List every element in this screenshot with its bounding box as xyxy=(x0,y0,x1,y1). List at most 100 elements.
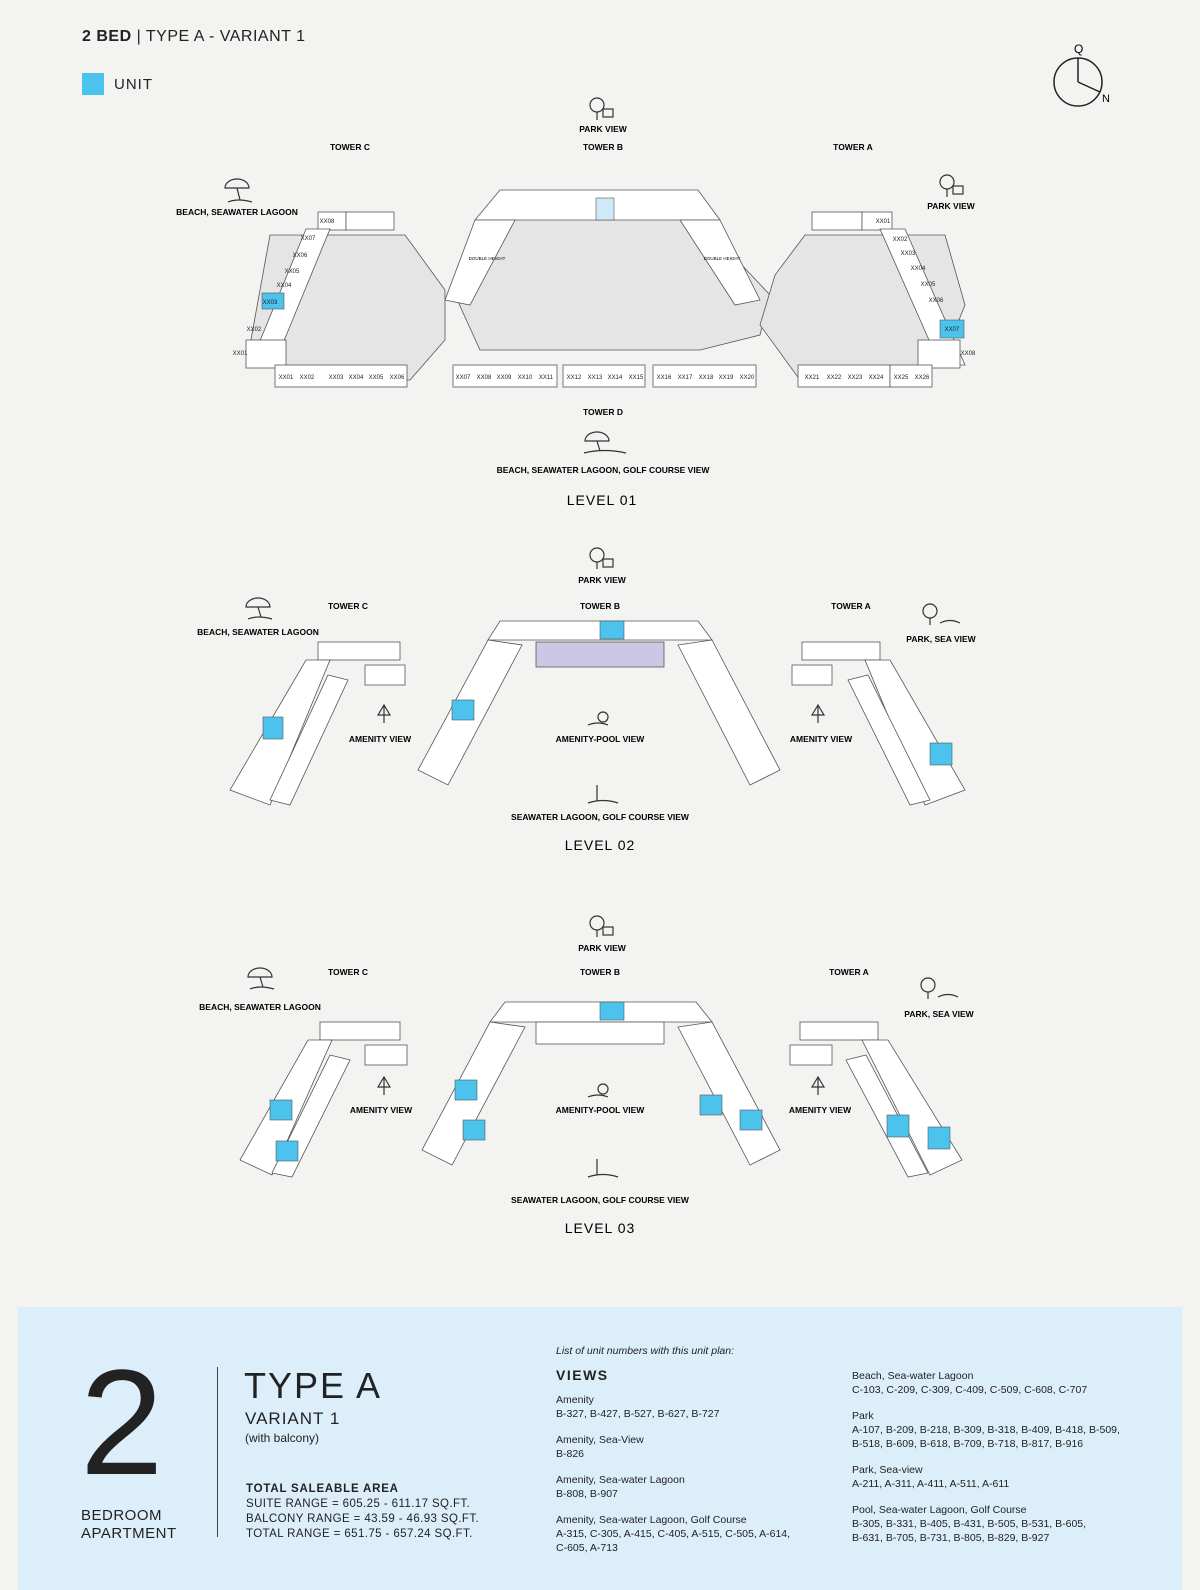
tree-icon xyxy=(589,915,614,937)
unit-variant: VARIANT 1 xyxy=(245,1409,341,1428)
view-label: PARK VIEW xyxy=(578,575,627,585)
view-label: AMENITY VIEW xyxy=(349,734,412,744)
svg-text:XX24: XX24 xyxy=(869,375,884,381)
view-group-units: B-518, B-609, B-618, B-709, B-718, B-817… xyxy=(852,1438,1084,1450)
unit-highlight xyxy=(939,319,965,339)
pool-icon xyxy=(587,711,609,726)
balcony-note: (with balcony) xyxy=(245,1431,320,1445)
unit-number: XX02 xyxy=(893,237,908,243)
unit-number: XX08 xyxy=(961,351,976,357)
unit-highlight xyxy=(739,1109,763,1131)
compass-q: Q xyxy=(1074,42,1083,56)
view-label: AMENITY VIEW xyxy=(350,1105,413,1115)
view-group-units: B-631, B-705, B-731, B-805, B-829, B-927 xyxy=(852,1532,1050,1544)
svg-text:XX10: XX10 xyxy=(518,375,533,381)
view-group-label: Park xyxy=(852,1410,874,1422)
view-label: PARK VIEW xyxy=(927,201,976,211)
unit-number: XX05 xyxy=(285,269,300,275)
bed-line-2: APARTMENT xyxy=(81,1525,177,1542)
list-note: List of unit numbers with this unit plan… xyxy=(556,1345,735,1357)
level-02-plan: PARK VIEW TOWER C TOWER B TOWER A BEACH,… xyxy=(197,547,977,853)
bed-label: 2 BED xyxy=(82,28,132,45)
tree-icon xyxy=(939,174,964,197)
unit-number: XX02 xyxy=(247,327,262,333)
svg-text:XX23: XX23 xyxy=(848,375,863,381)
tower-label: TOWER B xyxy=(580,967,620,977)
beach-icon xyxy=(247,967,275,990)
unit-number: XX06 xyxy=(293,253,308,259)
svg-text:XX21: XX21 xyxy=(805,375,820,381)
tower-c-wing xyxy=(245,211,395,369)
compass-icon: Q N xyxy=(1053,42,1110,107)
view-label: BEACH, SEAWATER LAGOON xyxy=(197,627,319,637)
view-group-label: Amenity, Sea-View xyxy=(556,1434,644,1446)
tower-label: TOWER C xyxy=(328,601,368,611)
compass-n: N xyxy=(1102,93,1110,105)
unit-highlight xyxy=(599,1001,625,1021)
unit-highlight xyxy=(269,1099,293,1121)
bedroom-count: 2 xyxy=(80,1338,164,1506)
unit-number: XX06 xyxy=(929,298,944,304)
svg-text:XX08: XX08 xyxy=(477,375,492,381)
saleable-area: TOTAL SALEABLE AREA SUITE RANGE = 605.25… xyxy=(246,1482,479,1542)
view-group-label: Park, Sea-view xyxy=(852,1464,923,1476)
balcony-range: BALCONY RANGE = 43.59 - 46.93 SQ.FT. xyxy=(246,1513,480,1525)
view-label: AMENITY VIEW xyxy=(790,734,853,744)
svg-text:XX06: XX06 xyxy=(390,375,405,381)
unit-highlight xyxy=(261,292,285,310)
svg-text:XX12: XX12 xyxy=(567,375,582,381)
tower-a-wing xyxy=(789,1021,963,1178)
double-height-label: DOUBLE HEIGHT xyxy=(704,256,741,261)
divider xyxy=(217,1367,218,1537)
tower-label: TOWER A xyxy=(833,142,873,152)
view-label: BEACH, SEAWATER LAGOON xyxy=(176,207,298,217)
tower-label: TOWER D xyxy=(583,407,623,417)
svg-text:XX04: XX04 xyxy=(349,375,364,381)
area-title: TOTAL SALEABLE AREA xyxy=(246,1483,399,1495)
view-group-label: Amenity, Sea-water Lagoon, Golf Course xyxy=(556,1514,747,1526)
level-01-plan: PARK VIEW TOWER C TOWER B TOWER A BEACH,… xyxy=(176,97,976,508)
view-label: BEACH, SEAWATER LAGOON, GOLF COURSE VIEW xyxy=(497,465,711,475)
svg-text:XX09: XX09 xyxy=(497,375,512,381)
level-03-plan: PARK VIEW TOWER C TOWER B TOWER A BEACH,… xyxy=(199,915,975,1236)
tower-label: TOWER C xyxy=(328,967,368,977)
tower-label: TOWER B xyxy=(583,142,623,152)
view-label: AMENITY-POOL VIEW xyxy=(556,734,646,744)
park-sea-icon xyxy=(920,977,959,999)
unit-highlight xyxy=(699,1094,723,1116)
unit-highlight xyxy=(262,716,284,740)
legend: UNIT xyxy=(82,73,153,95)
view-group-label: Beach, Sea-water Lagoon xyxy=(852,1370,974,1382)
view-group-units: C-103, C-209, C-309, C-409, C-509, C-608… xyxy=(852,1384,1088,1396)
view-group-units: A-211, A-311, A-411, A-511, A-611 xyxy=(852,1478,1010,1490)
unit-number: XX07 xyxy=(945,327,960,333)
unit-number: XX05 xyxy=(921,282,936,288)
tower-label: TOWER A xyxy=(829,967,869,977)
unit-highlight xyxy=(462,1119,486,1141)
view-group-units: B-305, B-331, B-405, B-431, B-505, B-531… xyxy=(852,1518,1087,1530)
unit-number: XX04 xyxy=(911,266,926,272)
tower-c-wing xyxy=(239,1021,408,1178)
amenity-icon xyxy=(376,703,392,723)
view-label: AMENITY-POOL VIEW xyxy=(556,1105,646,1115)
view-group-units: B-808, B-907 xyxy=(556,1488,618,1500)
svg-text:XX22: XX22 xyxy=(827,375,842,381)
view-group-units: A-107, B-209, B-218, B-309, B-318, B-409… xyxy=(852,1424,1120,1436)
level-title: LEVEL 01 xyxy=(567,492,638,508)
tower-d-units: XX01 XX02 XX03 XX04 XX05 XX06 XX07 XX08 XX09… xyxy=(279,375,930,381)
view-label: SEAWATER LAGOON, GOLF COURSE VIEW xyxy=(511,1195,690,1205)
tower-d-row xyxy=(274,364,933,388)
level-title: LEVEL 03 xyxy=(565,1220,636,1236)
view-label: PARK, SEA VIEW xyxy=(904,1009,974,1019)
views-list-left: Amenity B-327, B-427, B-527, B-627, B-72… xyxy=(556,1381,790,1555)
tree-icon xyxy=(589,547,614,569)
unit-number: XX03 xyxy=(901,251,916,257)
svg-text:XX19: XX19 xyxy=(719,375,734,381)
level-title: LEVEL 02 xyxy=(565,837,636,853)
tower-a-wing xyxy=(791,641,966,806)
unit-number: XX03 xyxy=(263,300,278,306)
unit-highlight xyxy=(929,742,953,766)
view-group-label: Amenity xyxy=(556,1394,594,1406)
amenity-block xyxy=(535,641,665,668)
park-sea-icon xyxy=(922,603,961,625)
